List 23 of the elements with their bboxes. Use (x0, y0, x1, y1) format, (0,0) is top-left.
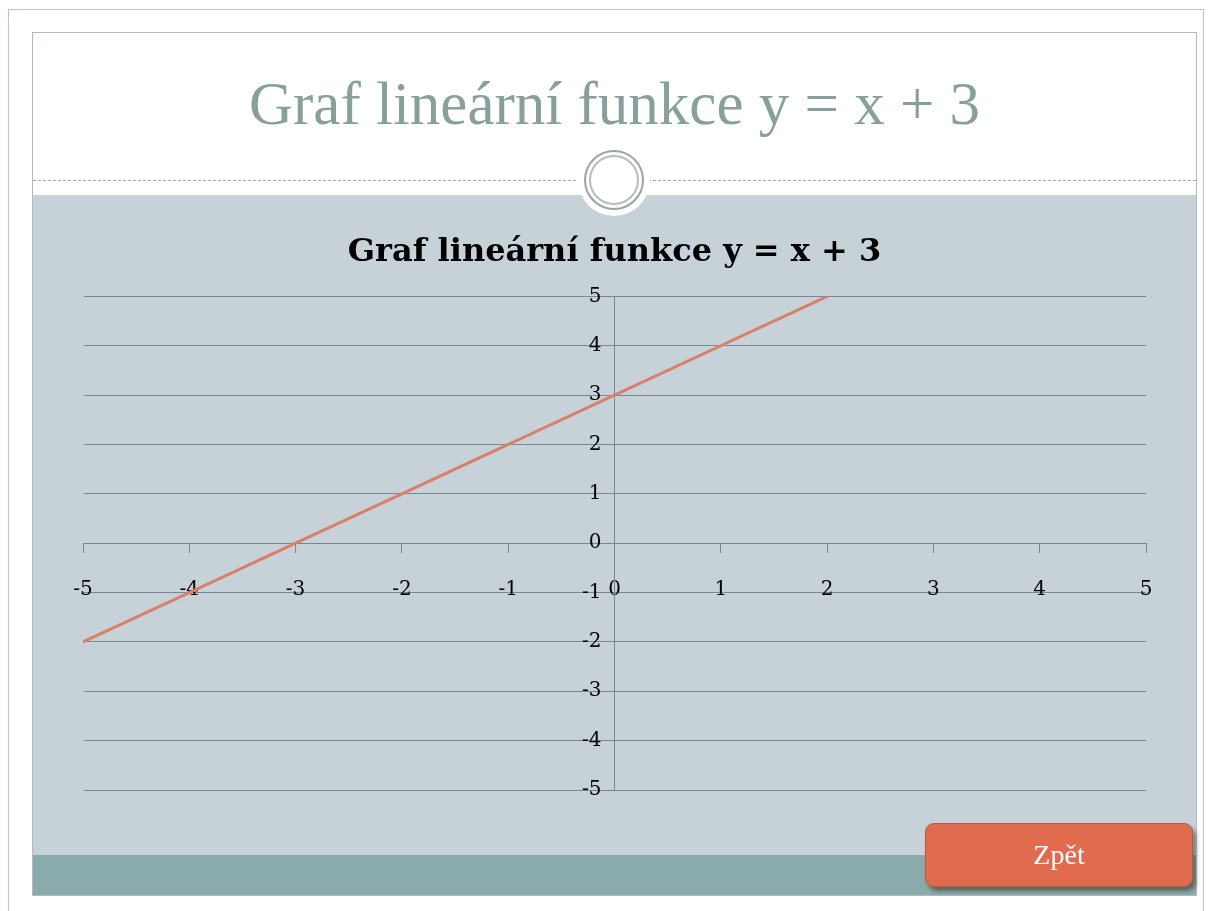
x-tick-label: 3 (927, 576, 940, 601)
x-tick-label: 4 (1033, 576, 1047, 601)
y-tick-label: 4 (588, 331, 602, 356)
x-tick-label: -2 (392, 576, 412, 601)
x-tick-label: 2 (820, 576, 834, 601)
x-tick-label: -3 (285, 576, 306, 601)
y-tick-label: -3 (582, 677, 602, 702)
y-tick-label: 3 (588, 381, 602, 406)
y-tick-label: 2 (588, 430, 602, 455)
x-tick-label: 5 (1139, 576, 1153, 601)
x-tick-label: 1 (714, 576, 728, 601)
chart-subtitle: Graf lineární funkce y = x + 3 (347, 230, 882, 269)
y-tick-label: 5 (588, 282, 602, 307)
x-tick-label: 0 (608, 576, 621, 601)
y-tick-label: -5 (582, 776, 602, 801)
y-tick-label: 0 (588, 529, 602, 554)
y-tick-label: -4 (582, 726, 602, 751)
x-tick-label: -5 (73, 576, 93, 601)
y-tick-label: -2 (582, 628, 602, 653)
chart-title: Graf lineární funkce y = x + 3 (247, 69, 982, 139)
x-tick-label: -1 (498, 576, 518, 601)
back-button[interactable]: Zpět (925, 823, 1193, 887)
y-tick-label: 1 (588, 480, 602, 505)
